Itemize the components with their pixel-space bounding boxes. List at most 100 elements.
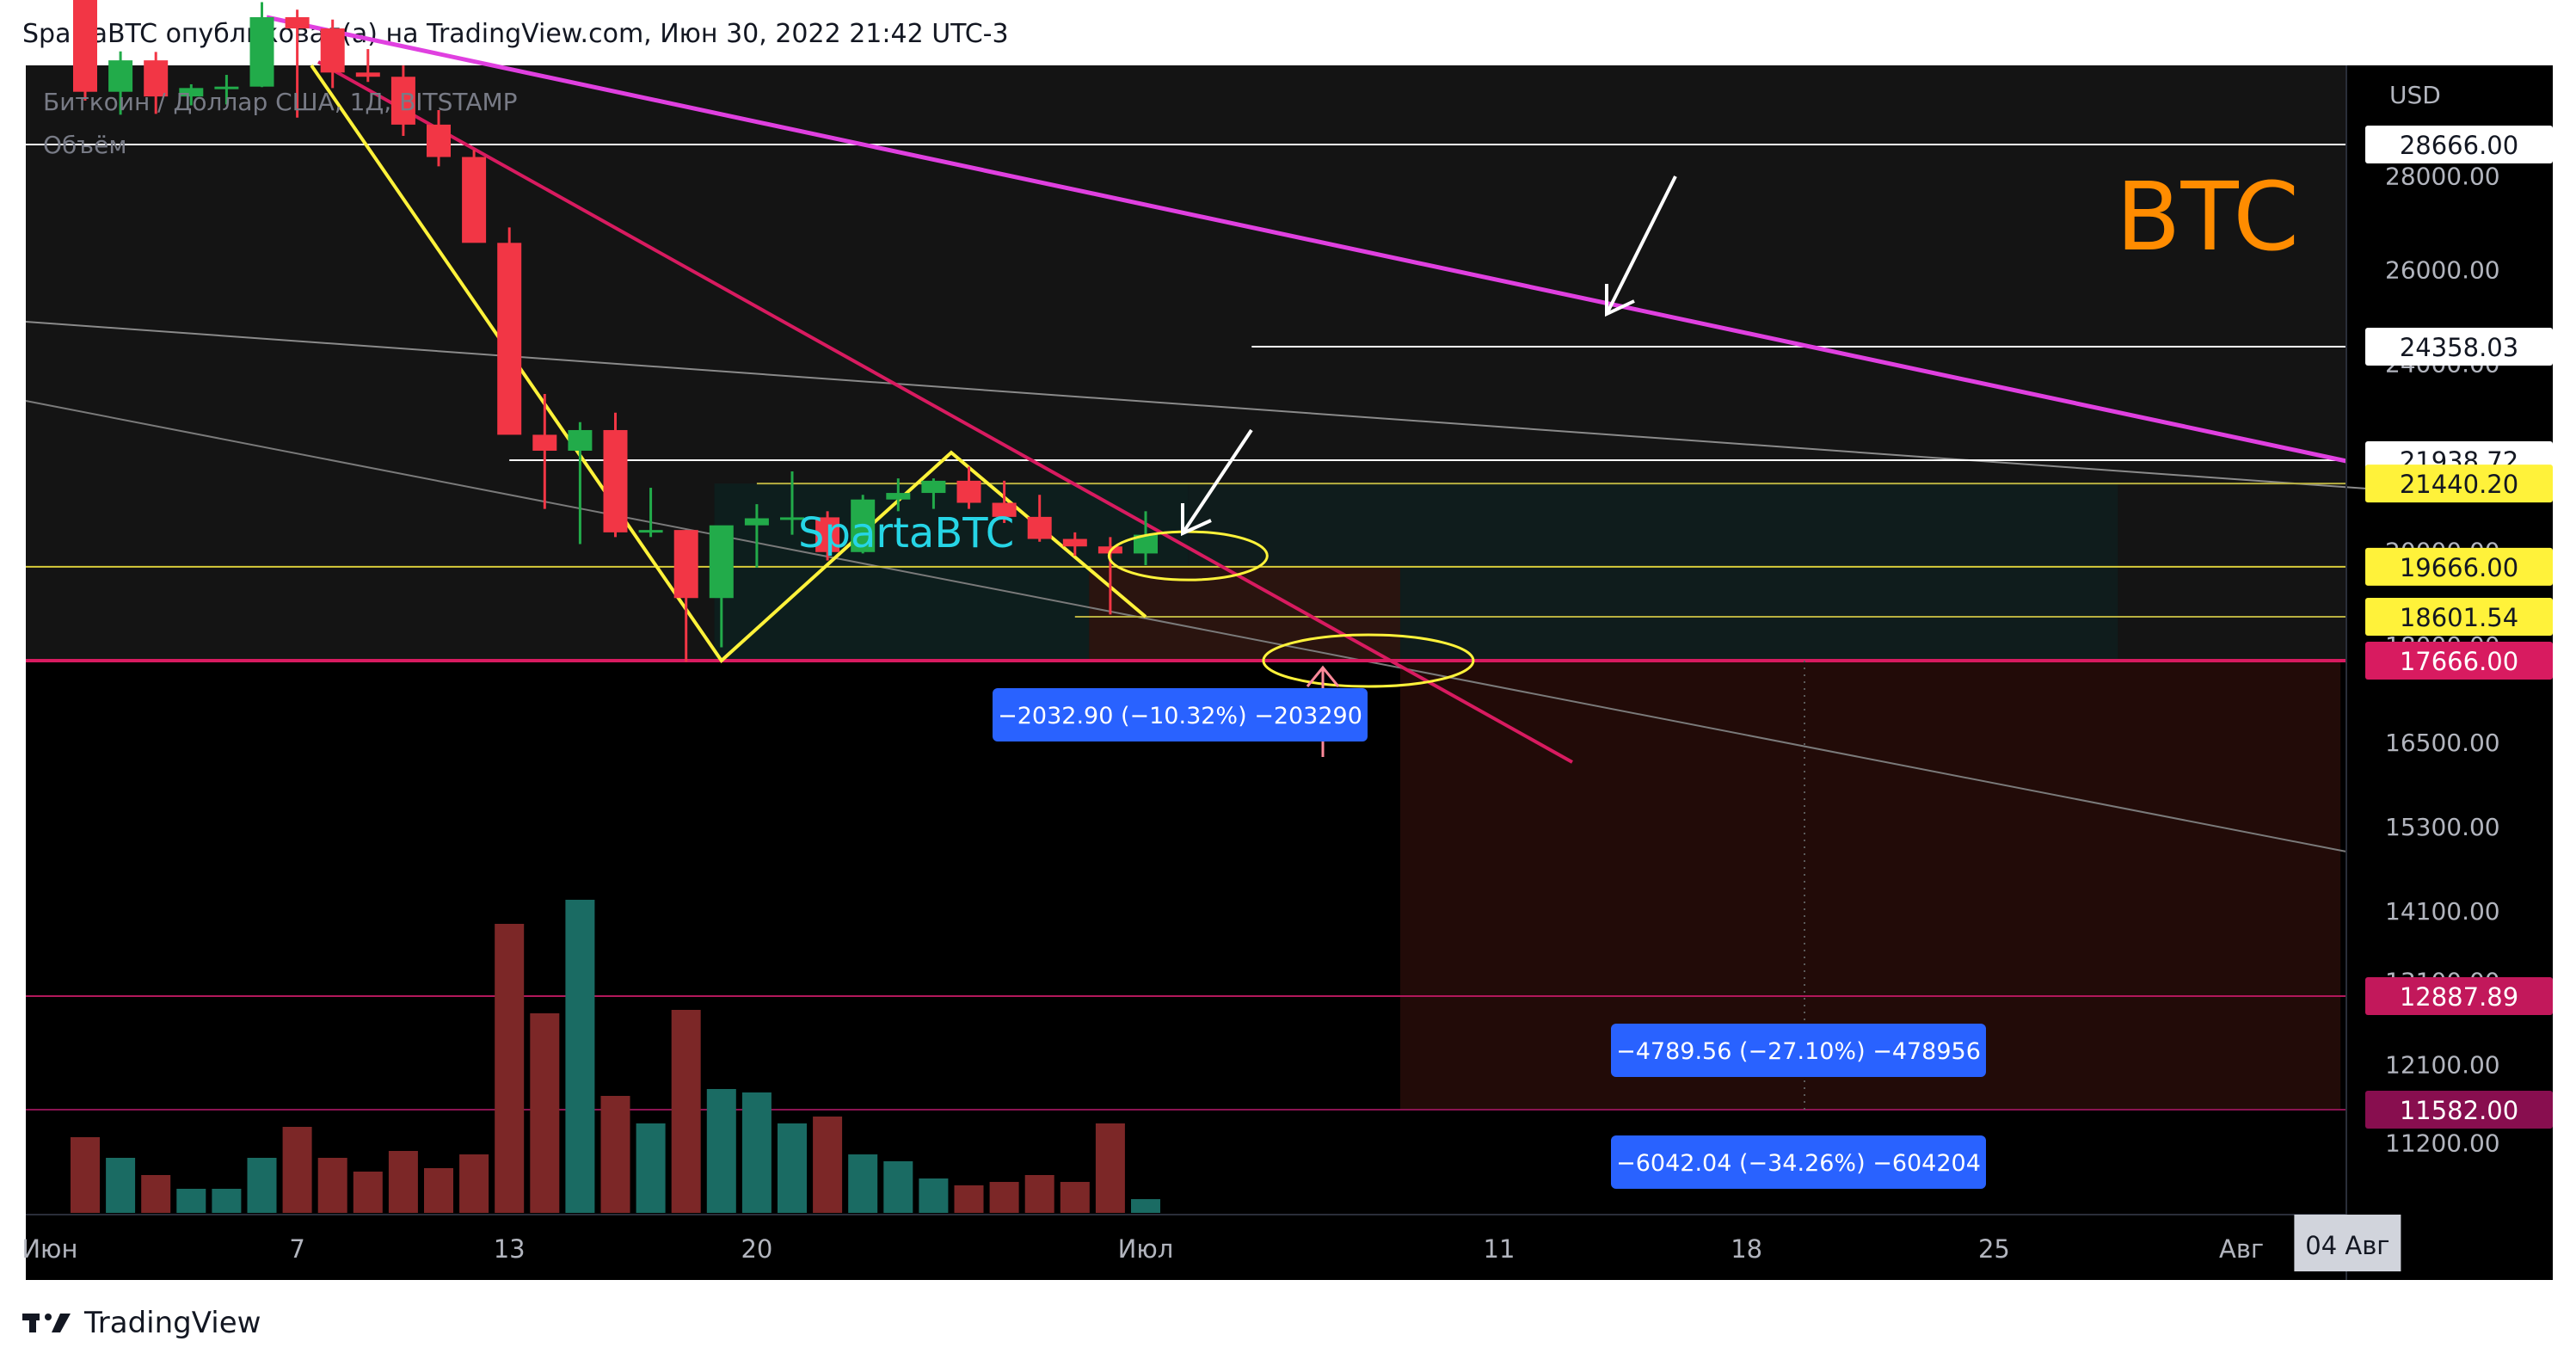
measure-label-box [1611, 1135, 1986, 1189]
candle-body [179, 88, 204, 97]
candle-body [603, 429, 628, 532]
volume-bar [459, 1154, 489, 1213]
price-level-tag [2365, 642, 2553, 680]
y-tick-label: 16500.00 [2385, 729, 2500, 757]
price-level-tag [2365, 977, 2553, 1015]
arrow-1-head [1605, 284, 1635, 317]
volume-bar [600, 1096, 630, 1213]
volume-bar [424, 1168, 453, 1213]
price-level-tag [2365, 597, 2553, 636]
volume-bar [247, 1158, 277, 1213]
arrow-1-shaft [1605, 175, 1677, 315]
volume-bar [176, 1189, 206, 1213]
volume-bar [1060, 1182, 1090, 1213]
candle-body [214, 86, 239, 89]
candle-body [1027, 516, 1052, 539]
volume-bar [848, 1154, 878, 1213]
price-level-value: 24358.03 [2400, 333, 2518, 362]
volume-label: Объём [43, 131, 126, 159]
candle-body [815, 517, 840, 552]
volume-bar [741, 1092, 772, 1213]
volume-bar [989, 1182, 1019, 1213]
volume-bar [883, 1161, 913, 1213]
candle-body [355, 72, 380, 77]
measure-label: −2032.90 (−10.32%) −203290 [998, 703, 1362, 729]
price-level-tag [2365, 1091, 2553, 1129]
price-level-value: 11582.00 [2400, 1096, 2518, 1125]
price-level-value: 12887.89 [2400, 982, 2518, 1012]
volume-bar [1024, 1175, 1054, 1213]
price-level-tag [2365, 465, 2553, 503]
candle-body [992, 502, 1017, 517]
volume-bar [706, 1089, 736, 1213]
candle-body [320, 28, 345, 73]
volume-bar [636, 1123, 666, 1213]
arrow-2-shaft [1181, 428, 1253, 535]
x-cursor-label: 04 Авг [2305, 1231, 2389, 1260]
candle-body [285, 16, 310, 29]
x-tick-label: Июл [1118, 1234, 1174, 1264]
volume-bar [671, 1010, 701, 1213]
x-tick-label: 7 [289, 1234, 304, 1264]
measure-label-box [1611, 1024, 1986, 1077]
volume-bar [813, 1117, 843, 1213]
x-tick-label: 25 [1978, 1234, 2010, 1264]
y-tick-label: 11200.00 [2385, 1129, 2500, 1158]
candle-body [956, 480, 981, 503]
candle-body [390, 77, 415, 125]
candle-body [73, 0, 97, 92]
candle-body [638, 530, 663, 533]
volume-bar [353, 1172, 383, 1213]
author-signature: SpartaBTC [798, 509, 1014, 557]
candle-body [427, 124, 451, 157]
volume-bar [919, 1178, 949, 1213]
trendline-magenta [266, 15, 2347, 464]
tradingview-footer[interactable]: TradingView [22, 1306, 261, 1340]
channel-lower-line [25, 400, 2347, 852]
volume-bar [212, 1189, 242, 1213]
highlight-ellipse-2 [1262, 633, 1475, 688]
price-level-value: 18601.54 [2400, 603, 2518, 632]
candle-body [921, 480, 946, 494]
price-level-value: 19666.00 [2400, 553, 2518, 582]
measure-arrow-head [1306, 665, 1340, 687]
price-level-value: 17666.00 [2400, 647, 2518, 676]
x-tick-label: Июн [22, 1234, 77, 1264]
volume-bar [282, 1127, 312, 1213]
volume-bar [71, 1137, 100, 1213]
candle-body [249, 16, 274, 87]
publish-info: SpartaBTC опубликовал(а) на TradingView.… [22, 19, 1009, 49]
volume-bar [778, 1123, 807, 1213]
currency-label: USD [2389, 81, 2441, 109]
y-tick-label: 12100.00 [2385, 1051, 2500, 1080]
btc-watermark: BTC [2116, 162, 2299, 272]
measure-label-box [993, 688, 1368, 741]
candle-body [497, 243, 522, 435]
candle-body [462, 157, 487, 243]
candle-body [1062, 538, 1087, 547]
price-level-tag [2365, 327, 2553, 366]
y-tick-label: 28000.00 [2385, 162, 2500, 190]
price-level-tag [2365, 547, 2553, 586]
candle-body [886, 493, 911, 500]
volume-bar [530, 1013, 560, 1213]
price-level-value: 21440.20 [2400, 470, 2518, 499]
x-tick-label: 20 [741, 1234, 772, 1264]
candle-body [532, 434, 557, 451]
y-tick-label: 14100.00 [2385, 897, 2500, 926]
volume-bar [388, 1151, 418, 1213]
x-tick-label: Авг [2219, 1234, 2264, 1264]
x-tick-label: 13 [494, 1234, 526, 1264]
volume-bar [317, 1158, 347, 1213]
volume-bar [1095, 1123, 1125, 1213]
volume-bar [954, 1185, 984, 1213]
tradingview-brand: TradingView [84, 1306, 261, 1340]
y-tick-label: 15300.00 [2385, 813, 2500, 841]
candle-body [144, 60, 169, 97]
symbol-line: Биткоин / Доллар США, 1Д, BITSTAMP [43, 88, 518, 116]
y-tick-label: 26000.00 [2385, 255, 2500, 284]
candle-body [709, 525, 734, 599]
candle-body [568, 429, 593, 451]
price-level-value: 28666.00 [2400, 131, 2518, 160]
